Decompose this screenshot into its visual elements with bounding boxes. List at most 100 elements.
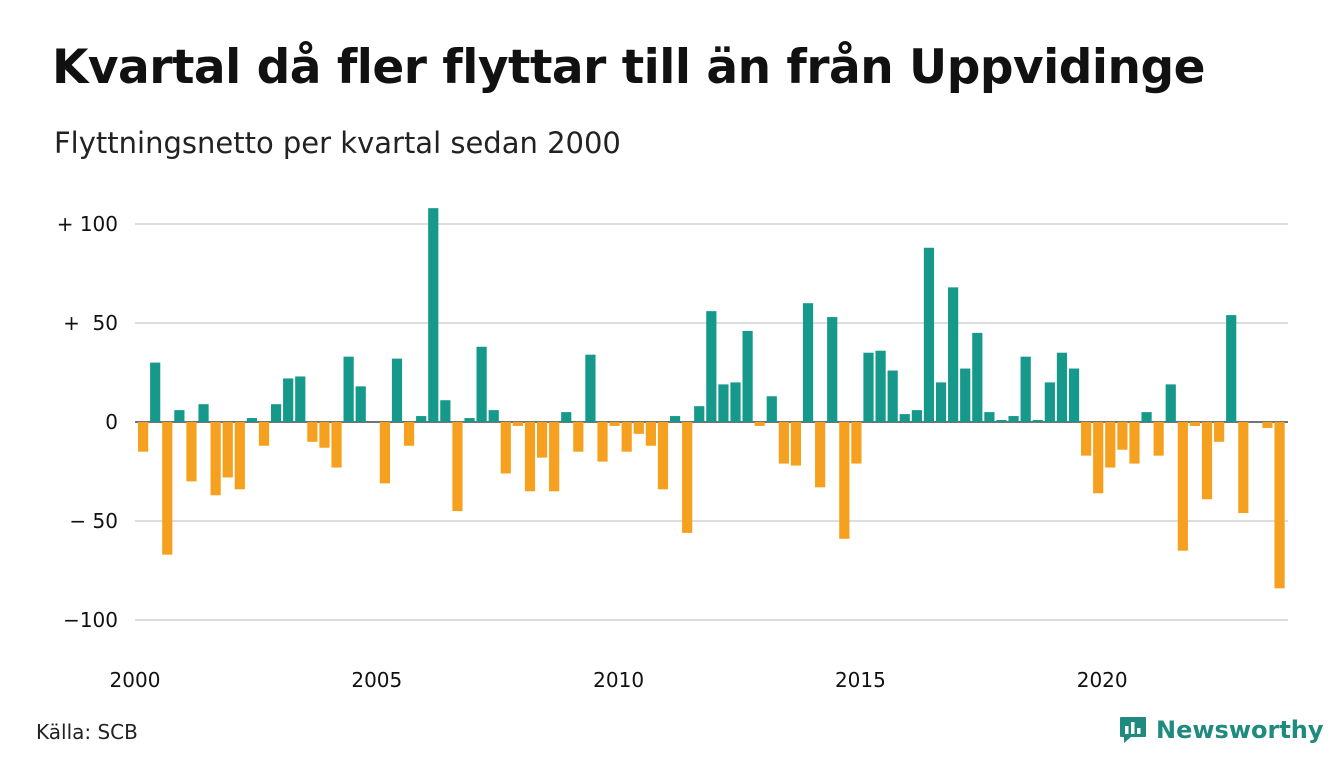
bar [246, 418, 258, 422]
y-tick-label: 0 [105, 410, 118, 434]
bar [1274, 422, 1285, 589]
bar [851, 422, 862, 464]
bar [355, 386, 366, 422]
bar [633, 422, 644, 434]
x-tick-label: 2015 [835, 668, 886, 692]
bar [1165, 384, 1176, 422]
bar [464, 418, 475, 422]
bar [403, 422, 415, 446]
bar [694, 406, 705, 422]
y-tick-label: − 50 [69, 509, 118, 533]
source-note: Källa: SCB [36, 720, 138, 744]
bar [440, 400, 451, 422]
bar [162, 422, 173, 555]
bar [319, 422, 330, 448]
bar [1117, 422, 1128, 450]
bar [585, 354, 596, 422]
bar [428, 208, 439, 422]
bar [379, 422, 390, 484]
bar [1081, 422, 1092, 456]
bar [802, 303, 814, 422]
bar [766, 396, 777, 422]
bar [343, 356, 354, 422]
bar [597, 422, 608, 462]
bar [1068, 368, 1080, 422]
brand-name: Newsworthy [1156, 716, 1324, 744]
bar [416, 416, 427, 422]
bar [790, 422, 802, 466]
bar [573, 422, 584, 452]
bar [549, 422, 560, 492]
bar [1238, 422, 1249, 514]
bar [923, 247, 935, 422]
bar [283, 378, 294, 422]
bar [972, 332, 983, 422]
bar [645, 422, 656, 446]
bar [657, 422, 669, 490]
bar [391, 358, 403, 422]
bar [186, 422, 197, 482]
bar [960, 368, 971, 422]
bar [778, 422, 789, 464]
bar [561, 412, 572, 422]
bar [875, 350, 886, 422]
bars [138, 208, 1285, 589]
bar [742, 330, 753, 422]
bar [307, 422, 318, 442]
bar [150, 362, 161, 422]
bar [1056, 352, 1068, 422]
bar [1201, 422, 1213, 500]
bar [1177, 422, 1188, 551]
bar [1093, 422, 1104, 494]
bar [331, 422, 342, 468]
brand-logo: Newsworthy [1118, 712, 1324, 748]
bar [621, 422, 632, 452]
bar [1032, 420, 1043, 422]
bar [609, 422, 620, 426]
bar [452, 422, 463, 512]
x-tick-label: 2000 [110, 668, 161, 692]
bar [512, 422, 523, 426]
bar [948, 287, 959, 422]
bar [174, 410, 185, 422]
bar [198, 404, 209, 422]
chart-title: Kvartal då fler flyttar till än från Upp… [52, 40, 1206, 95]
chart-subtitle: Flyttningsnetto per kvartal sedan 2000 [54, 126, 621, 160]
bar [1044, 382, 1055, 422]
bar [234, 422, 245, 490]
bar [488, 410, 499, 422]
bar [1153, 422, 1164, 456]
bar [1008, 416, 1019, 422]
y-tick-label: −100 [63, 608, 118, 632]
bar [899, 414, 910, 422]
bar [476, 346, 487, 422]
bar [1214, 422, 1225, 442]
x-tick-label: 2010 [593, 668, 644, 692]
bar [815, 422, 826, 488]
bar [536, 422, 548, 458]
bar [138, 422, 149, 452]
bar [1226, 315, 1237, 422]
y-tick-label: + 50 [63, 311, 118, 335]
bar [911, 410, 922, 422]
bar-chart-speech-bubble-icon [1120, 717, 1146, 743]
bar [827, 317, 838, 422]
x-tick-label: 2005 [351, 668, 402, 692]
bar [1189, 422, 1201, 426]
bar [1141, 412, 1152, 422]
bar [1020, 356, 1031, 422]
bar [1105, 422, 1116, 468]
bar [500, 422, 511, 474]
bar [295, 376, 306, 422]
x-tick-label: 2020 [1077, 668, 1128, 692]
bar [839, 422, 850, 539]
bar [222, 422, 233, 478]
bar [682, 422, 693, 533]
bar [984, 412, 995, 422]
y-axis: + 100 + 50 0 − 50 −100 [57, 212, 118, 632]
bar [1129, 422, 1140, 464]
bar [1262, 422, 1273, 428]
bar [669, 416, 681, 422]
x-axis: 2000 2005 2010 2015 2020 [110, 668, 1128, 692]
